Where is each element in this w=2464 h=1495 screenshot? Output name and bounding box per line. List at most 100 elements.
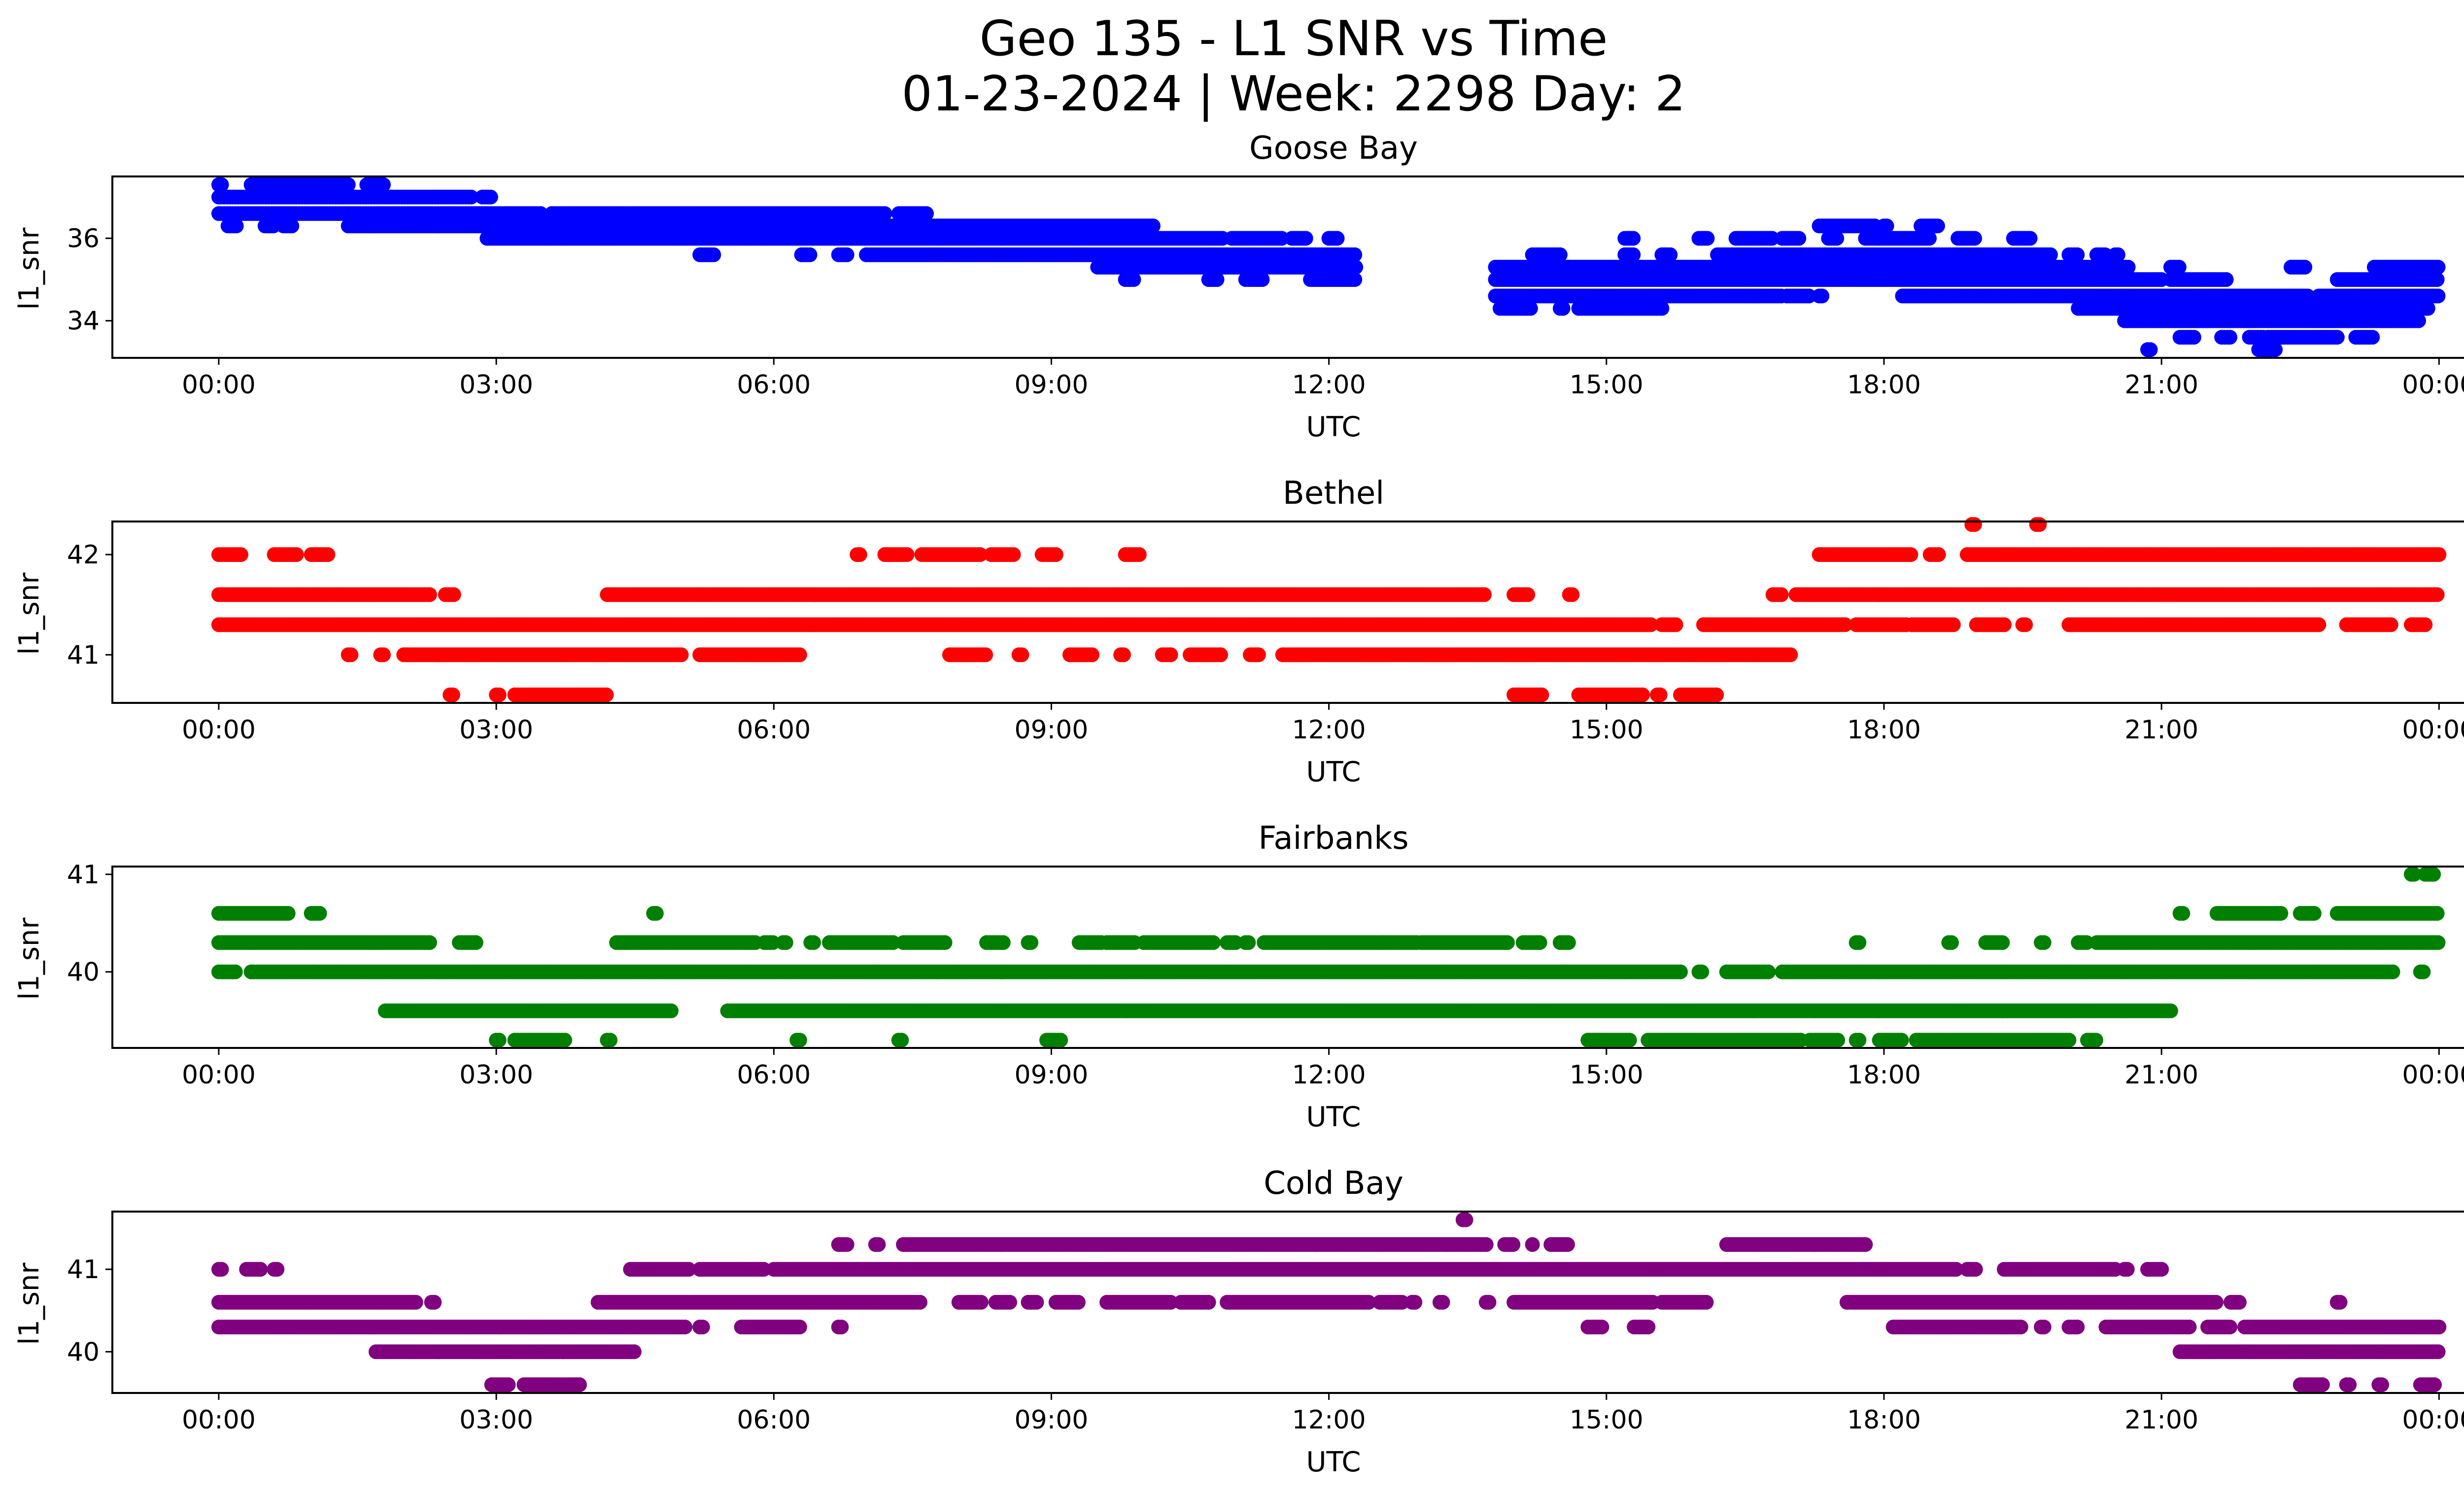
data-point xyxy=(2219,272,2234,287)
data-point xyxy=(2418,617,2433,632)
x-tick-label: 12:00 xyxy=(1292,1060,1366,1090)
data-point xyxy=(1298,231,1313,246)
data-point xyxy=(341,177,356,192)
x-tick-label: 00:00 xyxy=(2402,715,2464,745)
x-tick-label: 00:00 xyxy=(2402,370,2464,400)
x-axis-label: UTC xyxy=(1306,1101,1361,1133)
data-point xyxy=(1635,687,1650,702)
y-tick-label: 40 xyxy=(67,958,100,987)
data-point xyxy=(1163,647,1178,662)
x-tick-label: 06:00 xyxy=(737,370,811,400)
data-point xyxy=(2383,617,2398,632)
x-tick-label: 03:00 xyxy=(459,715,533,745)
data-point xyxy=(674,647,689,662)
data-point xyxy=(1131,547,1147,562)
data-point xyxy=(1116,647,1131,662)
data-point xyxy=(2420,301,2435,316)
data-point xyxy=(1534,687,1549,702)
data-point xyxy=(852,547,867,562)
data-point xyxy=(2032,517,2047,532)
data-point xyxy=(899,547,915,562)
data-point xyxy=(1967,517,1982,532)
data-point xyxy=(2329,330,2345,345)
data-point xyxy=(1931,547,1946,562)
data-point xyxy=(1126,272,1141,287)
data-point xyxy=(792,647,807,662)
x-tick-label: 21:00 xyxy=(2124,715,2198,745)
data-point xyxy=(1274,231,1289,246)
y-tick-label: 42 xyxy=(67,540,100,570)
data-point xyxy=(802,247,818,262)
x-tick-label: 06:00 xyxy=(737,715,811,745)
data-point xyxy=(1520,587,1536,602)
x-tick-label: 18:00 xyxy=(1847,1060,1921,1090)
y-tick-label: 36 xyxy=(67,224,100,253)
y-tick-label: 41 xyxy=(67,860,100,890)
x-tick-label: 15:00 xyxy=(1570,715,1643,745)
data-point xyxy=(2223,330,2238,345)
data-point xyxy=(1654,301,1670,316)
x-tick-label: 15:00 xyxy=(1570,370,1643,400)
x-tick-label: 18:00 xyxy=(1847,370,1921,400)
data-point xyxy=(376,647,391,662)
data-point xyxy=(1255,272,1270,287)
data-point xyxy=(2426,867,2441,882)
data-point xyxy=(2186,330,2201,345)
data-point xyxy=(2018,617,2033,632)
x-tick-label: 21:00 xyxy=(2124,370,2198,400)
data-point xyxy=(1783,647,1798,662)
data-point xyxy=(1814,288,1830,304)
data-point xyxy=(1700,231,1715,246)
data-point xyxy=(1555,301,1571,316)
data-point xyxy=(343,647,359,662)
data-point xyxy=(1565,587,1580,602)
scatter-points xyxy=(211,867,2446,1048)
data-point xyxy=(2430,288,2446,304)
data-point xyxy=(1946,617,1961,632)
x-tick-label: 12:00 xyxy=(1292,715,1366,745)
data-point xyxy=(533,206,548,221)
y-tick-label: 34 xyxy=(67,307,100,336)
data-point xyxy=(2430,587,2445,602)
data-point xyxy=(1709,687,1724,702)
data-point xyxy=(919,206,934,221)
x-tick-label: 00:00 xyxy=(182,715,256,745)
y-tick-label: 41 xyxy=(67,640,100,670)
data-point xyxy=(1145,218,1161,234)
x-tick-label: 18:00 xyxy=(1847,715,1921,745)
data-point xyxy=(1477,587,1492,602)
panel-fairbanks: Fairbanks l1_snr UTC 00:00 03:00 06:00 09:0… xyxy=(13,820,2464,1133)
panel-goose-bay: Goose Bay l1_snr UTC 00:00 03:00 06:00 09:0… xyxy=(13,130,2464,443)
data-point xyxy=(1903,547,1918,562)
x-axis-label: UTC xyxy=(1306,411,1361,443)
data-point xyxy=(2365,330,2380,345)
data-point xyxy=(266,218,281,234)
scatter-points xyxy=(211,517,2447,702)
data-point xyxy=(2430,260,2446,275)
x-tick-label: 03:00 xyxy=(459,370,533,400)
x-tick-label: 00:00 xyxy=(182,370,256,400)
data-point xyxy=(376,177,391,192)
y-axis-label: l1_snr xyxy=(13,227,45,310)
panel-title: Fairbanks xyxy=(1258,820,1408,857)
x-tick-label: 21:00 xyxy=(2124,1060,2198,1090)
data-point xyxy=(706,247,721,262)
data-point xyxy=(491,687,507,702)
data-point xyxy=(1997,617,2012,632)
data-point xyxy=(229,218,244,234)
data-point xyxy=(1791,231,1807,246)
x-axis-label: UTC xyxy=(1306,756,1361,788)
data-point xyxy=(1048,547,1063,562)
data-point xyxy=(445,687,460,702)
y-axis-label: l1_snr xyxy=(13,572,45,655)
x-tick-label: 06:00 xyxy=(737,1060,811,1090)
data-point xyxy=(1930,218,1945,234)
data-point xyxy=(1774,587,1789,602)
data-point xyxy=(289,547,304,562)
data-point xyxy=(877,206,892,221)
data-point xyxy=(1209,272,1225,287)
data-point xyxy=(1213,647,1228,662)
data-point xyxy=(233,547,248,562)
data-point xyxy=(284,218,300,234)
data-point xyxy=(2143,342,2158,357)
